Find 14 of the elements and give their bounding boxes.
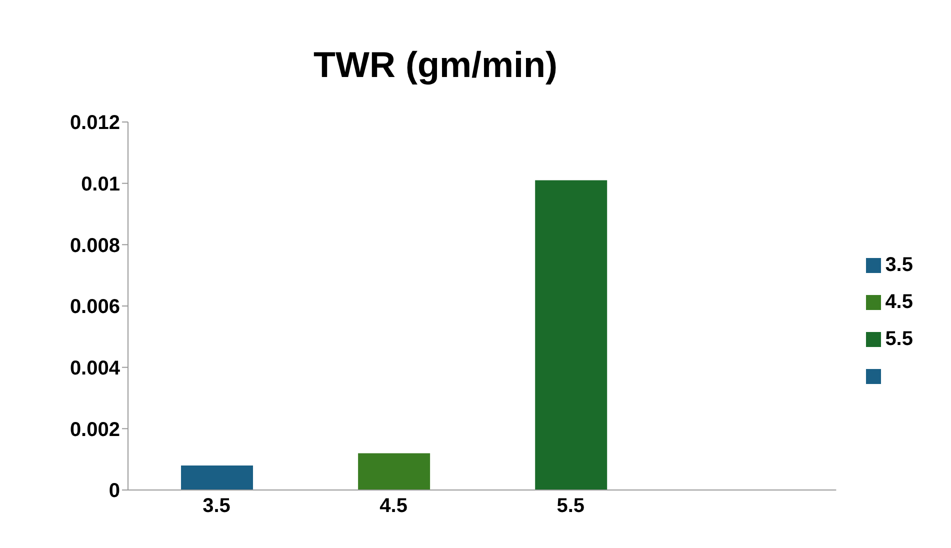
legend-label: 3.5: [885, 254, 913, 276]
x-tick-label: 5.5: [556, 495, 585, 518]
legend-label: 4.5: [885, 291, 913, 313]
chart-title: TWR (gm/min): [312, 43, 558, 87]
legend-label: 5.5: [885, 328, 913, 350]
x-tick-label: 4.5: [380, 495, 408, 518]
y-tick-label: 0.008: [70, 234, 120, 257]
y-tick-label: 0.006: [70, 296, 120, 318]
y-tick-label: 0.004: [70, 357, 121, 380]
y-tick-label: 0: [108, 480, 120, 502]
y-tick-label: 0.01: [81, 173, 120, 196]
y-tick-label: 0.012: [70, 112, 120, 134]
y-tick-label: 0.002: [70, 418, 120, 441]
x-tick-label: 3.5: [202, 495, 230, 518]
